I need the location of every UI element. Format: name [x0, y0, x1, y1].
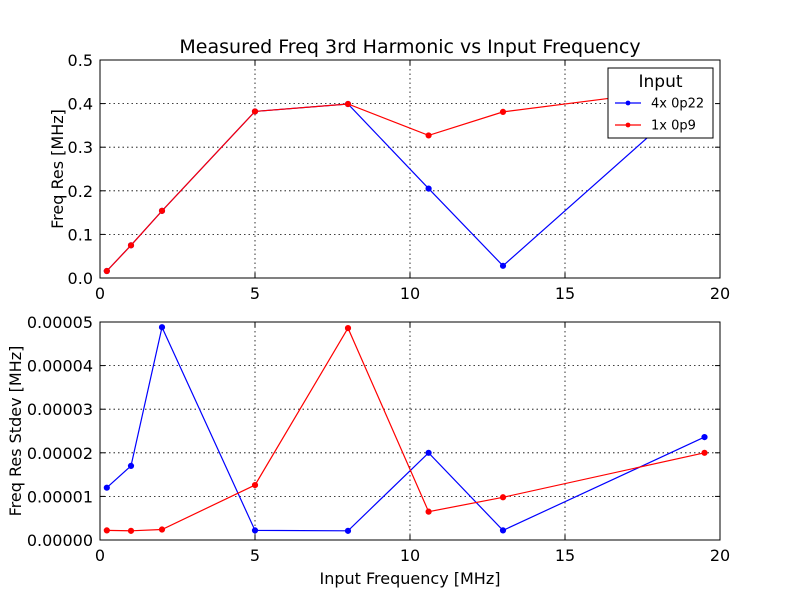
- data-point: [251, 108, 259, 115]
- data-point: [158, 207, 166, 214]
- data-point: [251, 481, 259, 489]
- x-tick-label: 10: [400, 546, 420, 565]
- data-point: [425, 449, 432, 456]
- data-point: [425, 185, 432, 192]
- series-line: [106, 326, 705, 532]
- data-point: [344, 325, 352, 332]
- legend: Input 4x 0p22 1x 0p9: [607, 67, 714, 139]
- data-point: [127, 242, 135, 249]
- y-tick-label: 0.4: [68, 95, 93, 114]
- legend-marker: [625, 100, 631, 106]
- legend-item: 4x 0p22: [615, 97, 704, 112]
- data-point: [701, 449, 708, 456]
- data-point: [158, 526, 166, 533]
- series-line: [106, 325, 705, 532]
- legend-title: Input: [638, 72, 682, 92]
- chart-title: Measured Freq 3rd Harmonic vs Input Freq…: [179, 36, 640, 58]
- chart-panel-2: 0 5 10 15 20 0.00000 0.00001 0.00002 0.00003 0.00…: [6, 313, 730, 588]
- x-tick-label: 10: [400, 284, 420, 303]
- series-1: [103, 324, 708, 534]
- chart-layer: 0 5 10 15 20 0.0 0.1 0.2 0.3 0.4 0.5 Measured Freq …: [6, 36, 730, 588]
- axes-frame: [99, 59, 721, 279]
- y-tick-label: 0.0: [68, 269, 93, 288]
- data-point: [425, 132, 432, 139]
- x-tick-label: 0: [95, 546, 105, 565]
- y-tick-label: 0.00002: [27, 444, 93, 463]
- data-point: [344, 527, 352, 534]
- x-tick-label: 15: [555, 284, 575, 303]
- legend-marker: [625, 122, 631, 128]
- y-tick-label: 0.00000: [27, 531, 93, 550]
- data-point: [103, 267, 110, 275]
- legend-label: 1x 0p9: [651, 119, 696, 134]
- y-tick-label: 0.00005: [27, 313, 93, 332]
- x-tick-label: 0: [95, 284, 105, 303]
- x-tick-label: 5: [250, 546, 260, 565]
- y-tick-label: 0.2: [68, 182, 93, 201]
- y-tick-label: 0.00003: [27, 400, 93, 419]
- data-point: [499, 262, 507, 269]
- y-tick-label: 0.5: [68, 51, 93, 70]
- data-point: [499, 527, 507, 534]
- x-tick-label: 20: [710, 546, 730, 565]
- data-point: [251, 527, 259, 534]
- data-point: [127, 527, 135, 534]
- data-point: [103, 527, 110, 534]
- data-point: [344, 100, 352, 108]
- axes-frame: [99, 321, 721, 541]
- data-point: [701, 434, 708, 441]
- y-tick-label: 0.3: [68, 138, 93, 157]
- data-point: [127, 462, 135, 469]
- x-tick-label: 5: [250, 284, 260, 303]
- y-axis-label: Freq Res Stdev [MHz]: [6, 346, 25, 517]
- legend-item: 1x 0p9: [615, 119, 696, 134]
- series-line: [106, 85, 705, 272]
- data-point: [158, 324, 166, 331]
- series-2: [103, 83, 708, 275]
- data-point: [499, 108, 507, 115]
- chart-panel-1: 0 5 10 15 20 0.0 0.1 0.2 0.3 0.4 0.5 Measured Freq …: [48, 36, 730, 303]
- data-point: [499, 494, 507, 501]
- x-axis-label: Input Frequency [MHz]: [320, 569, 501, 588]
- series-2: [103, 325, 708, 534]
- y-tick-label: 0.00004: [27, 357, 93, 376]
- y-axis-label: Freq Res [MHz]: [48, 109, 67, 229]
- x-tick-label: 20: [710, 284, 730, 303]
- data-point: [425, 508, 432, 515]
- legend-label: 4x 0p22: [651, 97, 704, 112]
- y-tick-label: 0.00001: [27, 487, 93, 506]
- x-tick-label: 15: [555, 546, 575, 565]
- data-point: [103, 484, 110, 491]
- y-tick-label: 0.1: [68, 225, 93, 244]
